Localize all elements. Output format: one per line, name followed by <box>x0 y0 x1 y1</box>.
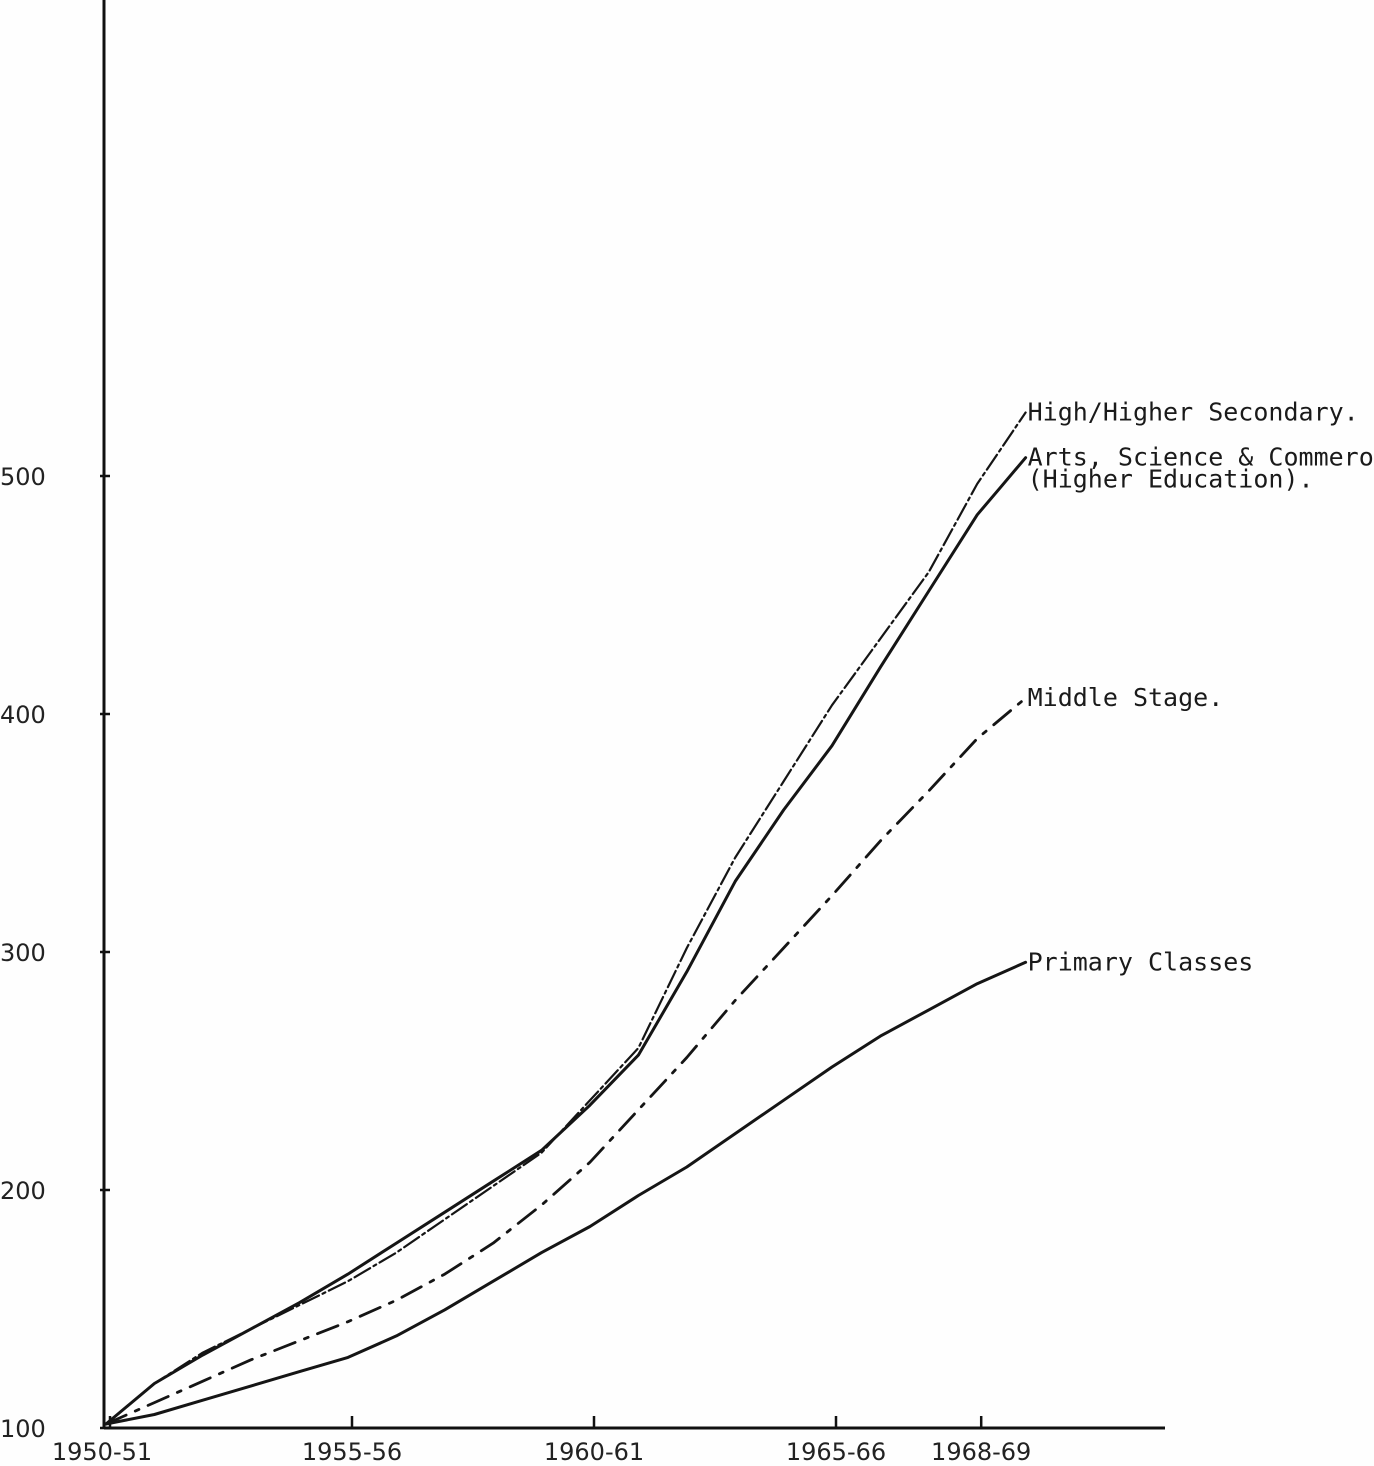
series-line-4 <box>104 960 1028 1426</box>
series-line-3 <box>104 696 1027 1426</box>
axis-ticks: 100 200 300 400 500 1950-51 1955-56 1960-61 1965… <box>0 463 1031 1466</box>
series-label-2: (Higher Education). <box>1028 465 1314 494</box>
series-label-4: Primary Classes <box>1028 947 1254 976</box>
y-tick-label: 400 <box>0 701 46 729</box>
y-tick-label: 100 <box>0 1415 46 1443</box>
x-tick-label: 1965-66 <box>786 1438 886 1466</box>
y-tick-label: 300 <box>0 939 46 967</box>
series-line-2 <box>104 456 1028 1426</box>
series-lines <box>104 411 1028 1426</box>
x-tick-label: 1955-56 <box>302 1438 402 1466</box>
y-tick-label: 200 <box>0 1177 46 1205</box>
series-line-1 <box>104 411 1027 1426</box>
x-tick-label: 1950-51 <box>52 1438 152 1466</box>
series-label-3: Middle Stage. <box>1028 683 1224 712</box>
x-tick-label: 1968-69 <box>931 1438 1031 1466</box>
series-label-1: High/Higher Secondary. <box>1028 398 1359 427</box>
y-tick-label: 500 <box>0 463 46 491</box>
series-labels: High/Higher Secondary. Arts, Science & Co… <box>1028 398 1374 977</box>
series-label-2: Arts, Science & Commeroe <box>1028 443 1374 472</box>
x-tick-label: 1960-61 <box>544 1438 644 1466</box>
